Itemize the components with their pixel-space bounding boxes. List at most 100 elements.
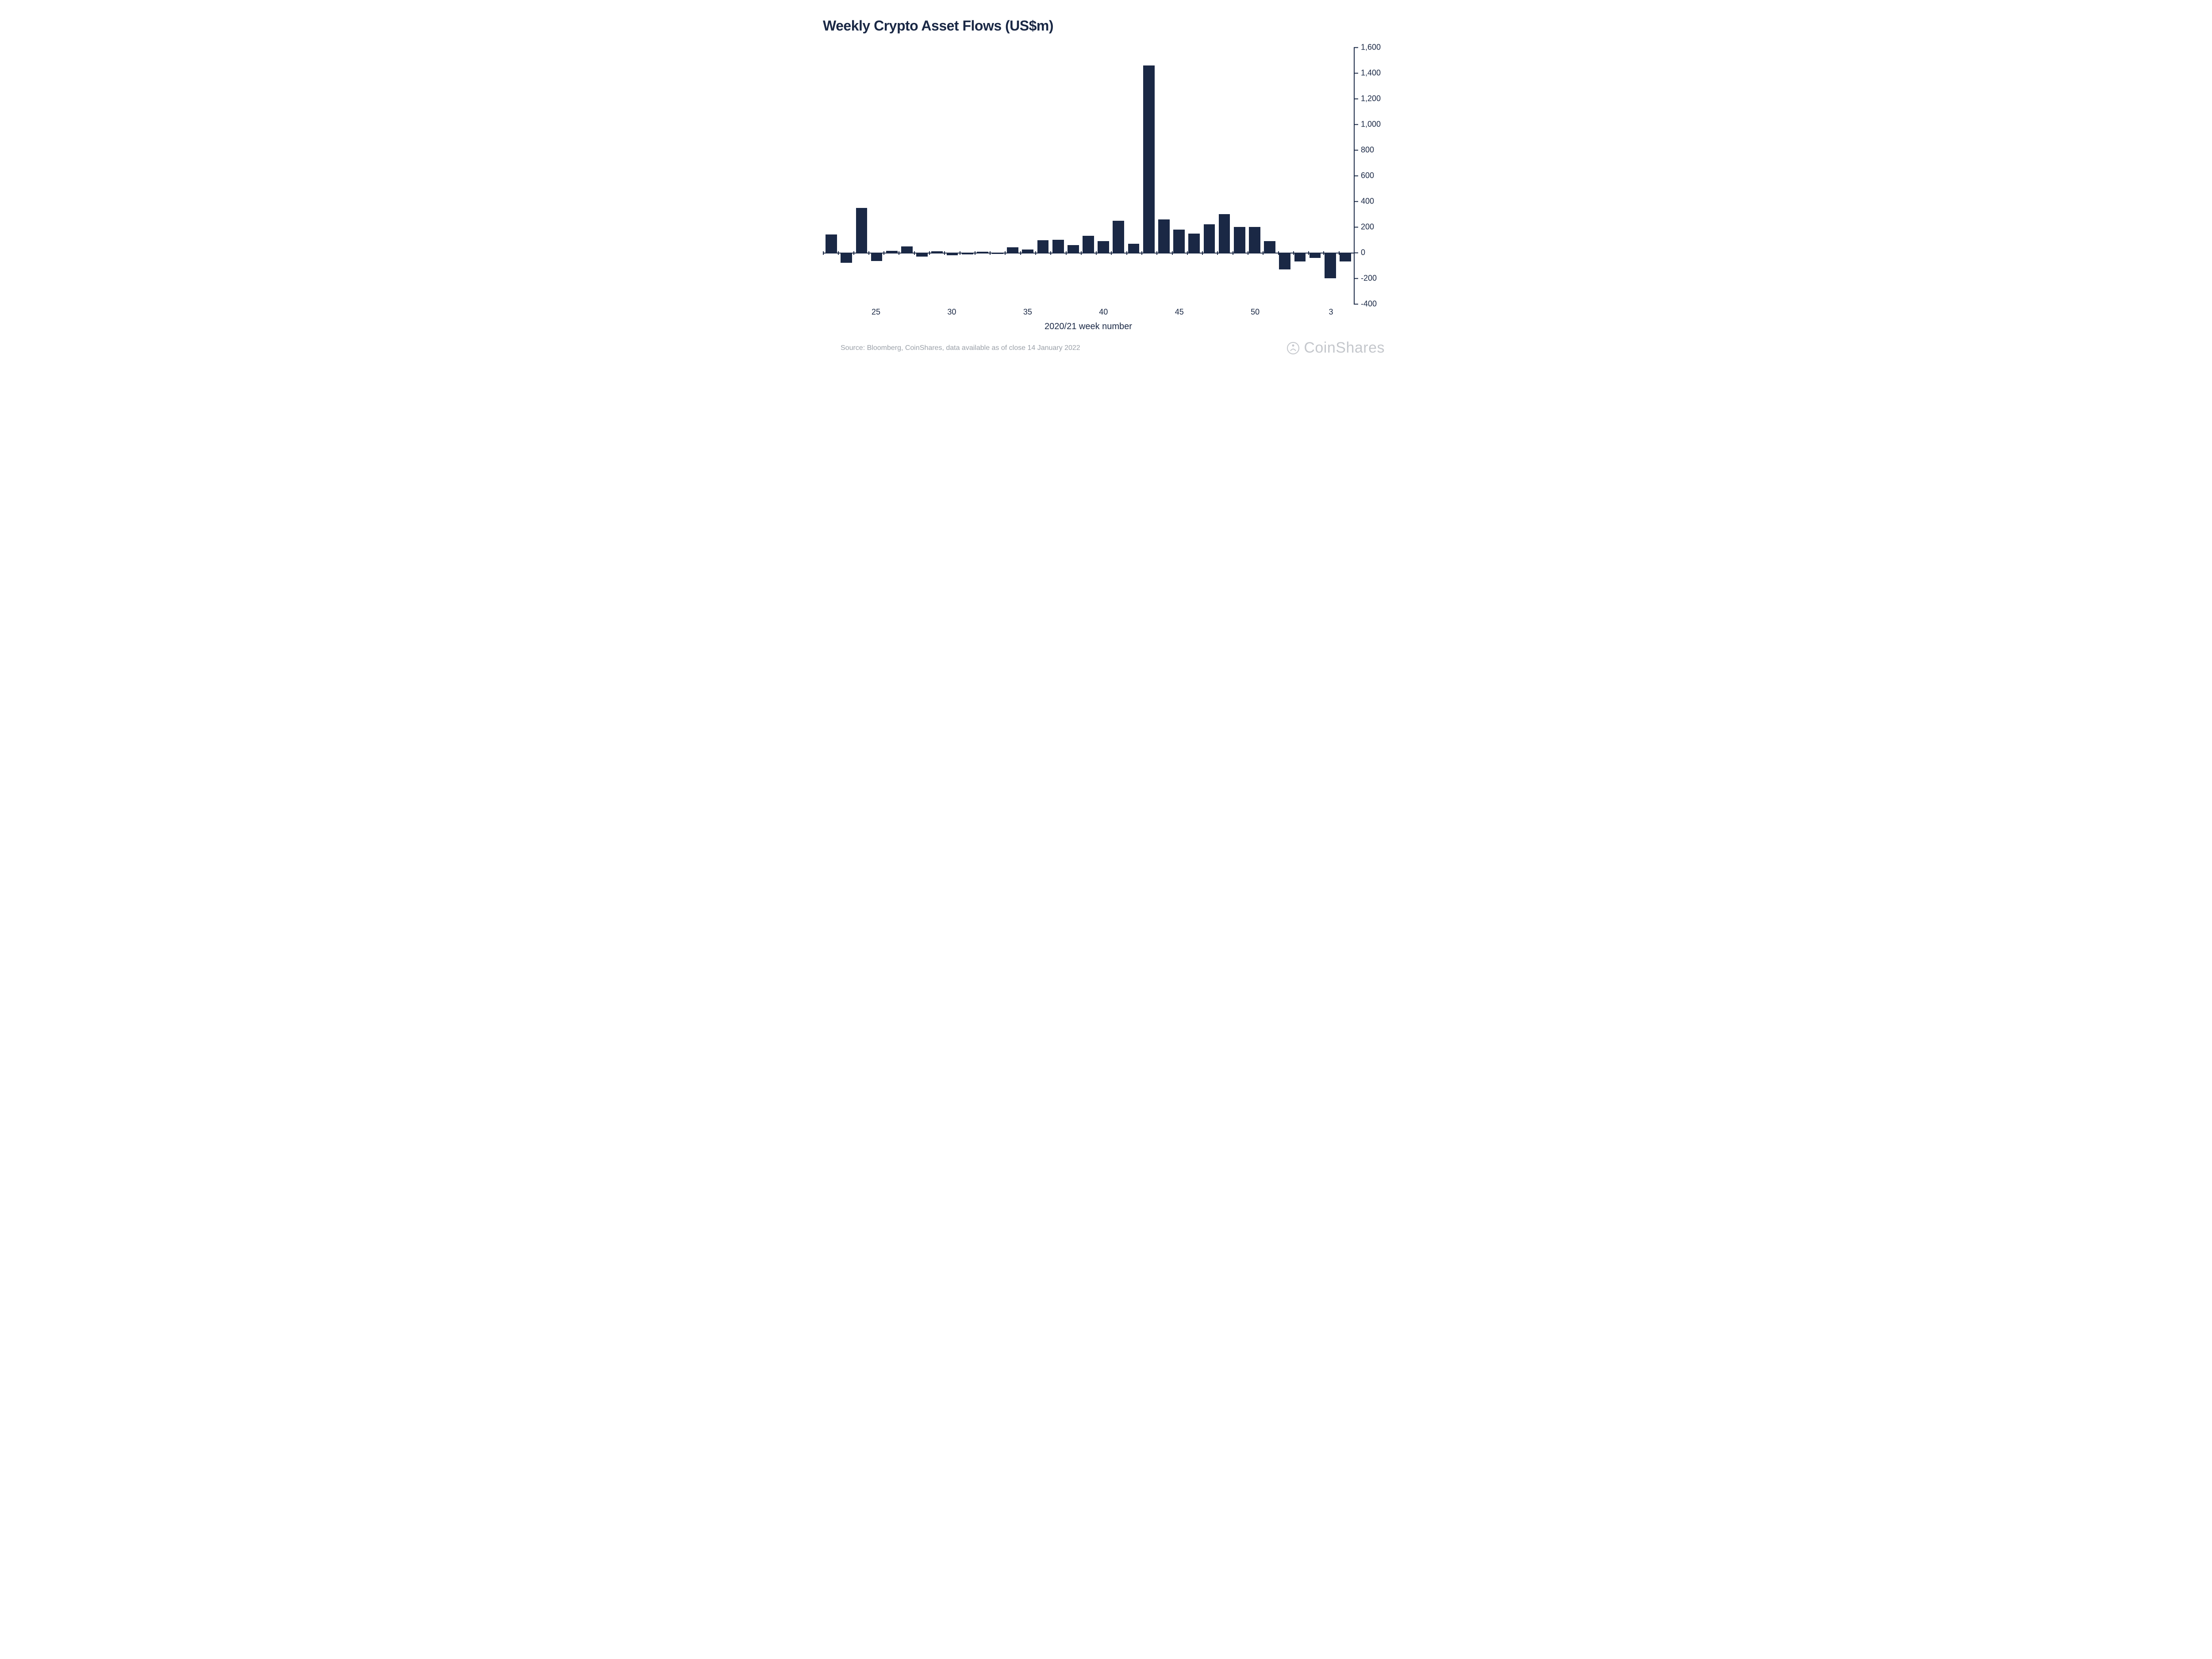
brand-logo: CoinShares: [1286, 339, 1385, 357]
y-tick: 1,200: [1354, 94, 1381, 104]
zero-tick: [1172, 251, 1173, 255]
chart-container: Weekly Crypto Asset Flows (US$m) -400 -20…: [823, 18, 1389, 352]
bar: [1234, 227, 1245, 253]
x-axis-title: 2020/21 week number: [823, 322, 1354, 332]
x-tick-label: 45: [1175, 307, 1184, 317]
bar-slot: [991, 47, 1005, 304]
x-tick-label: 40: [1099, 307, 1108, 317]
bar: [1128, 244, 1140, 253]
bar-slot: [824, 47, 838, 304]
y-tick-mark: [1354, 278, 1358, 279]
y-tick-mark: [1354, 47, 1358, 48]
bar: [1279, 253, 1290, 269]
y-tick: 1,600: [1354, 43, 1381, 52]
bar-slot: [1202, 47, 1216, 304]
bar-slot: [1248, 47, 1262, 304]
chart-title: Weekly Crypto Asset Flows (US$m): [823, 18, 1389, 34]
bar: [1113, 221, 1124, 253]
x-tick-label: 30: [947, 307, 956, 317]
plot-inner: [823, 47, 1354, 304]
bar-slot: [960, 47, 975, 304]
zero-tick: [914, 251, 915, 255]
zero-tick: [1050, 251, 1051, 255]
bar-slot: [1081, 47, 1095, 304]
bar-slot: [1293, 47, 1307, 304]
zero-tick: [1111, 251, 1112, 255]
zero-tick: [823, 251, 824, 255]
y-tick-label: 600: [1358, 171, 1374, 180]
y-tick: 200: [1354, 223, 1374, 232]
zero-tick: [1339, 251, 1340, 255]
bar-slot: [915, 47, 929, 304]
bar-slot: [1172, 47, 1186, 304]
bar-slot: [885, 47, 899, 304]
y-tick-mark: [1354, 252, 1358, 253]
x-tick-label: 35: [1023, 307, 1032, 317]
y-tick-mark: [1354, 303, 1358, 304]
bar: [1098, 241, 1109, 253]
y-tick-label: 1,400: [1358, 69, 1381, 78]
bar: [1219, 214, 1230, 253]
bar-slot: [1187, 47, 1201, 304]
bar-slot: [1278, 47, 1292, 304]
zero-tick: [853, 251, 854, 255]
bar: [1158, 219, 1170, 253]
bar-slot: [839, 47, 853, 304]
y-tick: 1,000: [1354, 120, 1381, 129]
bar-slot: [1263, 47, 1277, 304]
bar-slot: [854, 47, 868, 304]
bar: [1143, 65, 1155, 253]
y-tick: -400: [1354, 300, 1377, 309]
bar-slot: [870, 47, 884, 304]
bar: [1022, 250, 1033, 253]
y-tick: 400: [1354, 197, 1374, 206]
zero-tick: [929, 251, 930, 255]
y-tick-label: 200: [1358, 223, 1374, 232]
bar-slot: [945, 47, 959, 304]
bar: [1264, 241, 1275, 253]
bar: [1083, 236, 1094, 253]
y-axis: -400-20002004006008001,0001,2001,4001,60…: [1354, 47, 1389, 304]
x-tick-label: 25: [872, 307, 880, 317]
zero-tick: [990, 251, 991, 255]
x-axis: 2530354045503: [823, 307, 1354, 321]
y-tick: 0: [1354, 248, 1365, 257]
bar-slot: [1157, 47, 1171, 304]
y-tick: 1,400: [1354, 69, 1381, 78]
zero-tick: [1035, 251, 1036, 255]
y-tick-label: 0: [1358, 248, 1365, 257]
bar-slot: [1111, 47, 1125, 304]
y-tick-label: 400: [1358, 197, 1374, 206]
bar: [871, 253, 883, 261]
bar-slot: [1142, 47, 1156, 304]
bar: [1188, 234, 1200, 253]
zero-tick: [1081, 251, 1082, 255]
bar-slot: [930, 47, 944, 304]
zero-tick: [883, 251, 884, 255]
coinshares-icon: [1286, 341, 1300, 355]
zero-tick: [1141, 251, 1142, 255]
y-tick-mark: [1354, 98, 1358, 99]
bar-slot: [1021, 47, 1035, 304]
y-tick-label: -200: [1358, 274, 1377, 283]
bar-slot: [900, 47, 914, 304]
zero-tick: [1308, 251, 1309, 255]
y-tick-mark: [1354, 175, 1358, 176]
plot-area: -400-20002004006008001,0001,2001,4001,60…: [823, 47, 1389, 304]
bar: [1037, 240, 1049, 253]
bar: [1340, 253, 1351, 261]
zero-tick: [1156, 251, 1157, 255]
bar-slot: [975, 47, 990, 304]
bar-slot: [1233, 47, 1247, 304]
zero-tick: [1096, 251, 1097, 255]
bar-slot: [1051, 47, 1065, 304]
y-tick-label: 800: [1358, 146, 1374, 155]
y-tick-mark: [1354, 124, 1358, 125]
y-tick-mark: [1354, 201, 1358, 202]
bar-slot: [1308, 47, 1322, 304]
zero-tick: [1323, 251, 1324, 255]
bar: [826, 234, 837, 253]
brand-logo-text: CoinShares: [1304, 339, 1385, 357]
bar: [1249, 227, 1260, 253]
bar-slot: [1338, 47, 1352, 304]
